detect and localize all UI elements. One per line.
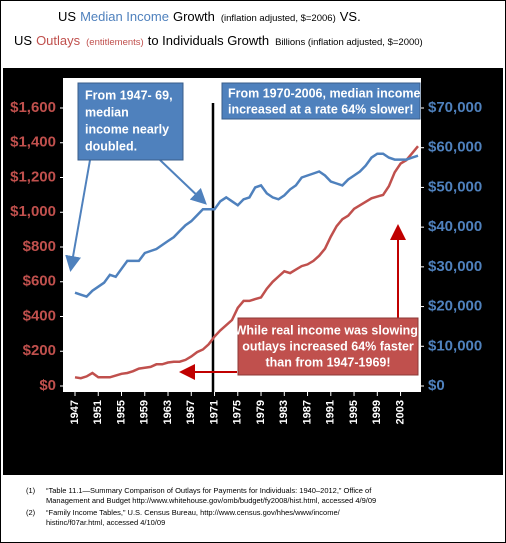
x-tick-label: 2003: [394, 400, 406, 424]
chart-title: US Outlays (entitlements) to Individuals Gr…: [14, 33, 423, 48]
annotation-box: [77, 82, 184, 161]
y2-tick-label: $10,000: [428, 337, 482, 354]
annotation-text: increased at a rate 64% slower!: [228, 102, 414, 116]
x-tick-label: 1999: [371, 400, 383, 424]
y-tick-label: $800: [23, 238, 56, 255]
x-tick-label: 1955: [115, 400, 127, 424]
x-tick-label: 1971: [208, 400, 220, 424]
x-tick-label: 1979: [255, 400, 267, 424]
annotation-text: income nearly: [85, 122, 169, 136]
x-tick-label: 1947: [69, 400, 81, 424]
x-tick-label: 1975: [232, 400, 244, 424]
footnote: Management and Budget http://www.whiteho…: [46, 496, 376, 505]
title-part: VS.: [340, 9, 361, 24]
y2-tick-label: $0: [428, 377, 445, 394]
footnote-marker: (2): [26, 508, 36, 517]
annotation-text: than from 1947-1969!: [265, 355, 390, 369]
title-part: US: [14, 33, 32, 48]
y2-tick-label: $20,000: [428, 298, 482, 315]
title-part: (inflation adjusted, $=2006): [221, 13, 336, 24]
series-line: [74, 152, 419, 299]
series-group: [74, 145, 419, 380]
y-tick-label: $1,200: [10, 168, 56, 185]
footnote-marker: (1): [26, 486, 36, 495]
y2-tick-label: $50,000: [428, 178, 482, 195]
x-tick-label: 1959: [139, 400, 151, 424]
x-tick-label: 1983: [278, 400, 290, 424]
x-tick-label: 1963: [162, 400, 174, 424]
annotation-box: [221, 82, 421, 120]
title-part: US: [58, 9, 76, 24]
y2-tick-label: $60,000: [428, 139, 482, 156]
arrow: [65, 159, 91, 272]
title-part: to Individuals Growth: [148, 33, 269, 48]
y2-tick-label: $40,000: [428, 218, 482, 235]
footnote: “Family Income Tables,” U.S. Census Bure…: [46, 508, 341, 517]
annotation-text: While real income was slowing,: [235, 323, 422, 337]
y2-tick-label: $70,000: [428, 99, 482, 116]
annotation-text: median: [85, 105, 129, 119]
title-part: Growth: [173, 9, 215, 24]
y2-tick-label: $30,000: [428, 258, 482, 275]
annotation-text: From 1970-2006, median income: [228, 86, 420, 100]
y-tick-label: $1,600: [10, 99, 56, 116]
annotation-text: From 1947- 69,: [85, 88, 173, 102]
x-tick-label: 1987: [301, 400, 313, 424]
footnote: histinc/f07ar.html, accessed 4/10/09: [46, 518, 165, 527]
title-part: Billions (inflation adjusted, $=2000): [275, 37, 423, 48]
y-tick-label: $600: [23, 273, 56, 290]
y-tick-label: $400: [23, 307, 56, 324]
annotation-text: doubled.: [85, 139, 137, 153]
footnote: “Table 11.1—Summary Comparison of Outlay…: [46, 486, 372, 495]
x-tick-label: 1995: [348, 400, 360, 424]
title-part: Median Income: [80, 9, 169, 24]
y-tick-label: $1,000: [10, 203, 56, 220]
y-tick-label: $0: [39, 377, 56, 394]
x-tick-label: 1951: [92, 400, 104, 424]
arrow: [159, 159, 207, 205]
y-tick-label: $200: [23, 342, 56, 359]
title-part: (entitlements): [86, 37, 144, 48]
x-tick-label: 1991: [325, 400, 337, 424]
series-line: [74, 145, 419, 380]
chart-title: US Median Income Growth (inflation adjusted…: [58, 9, 361, 24]
annotation-text: outlays increased 64% faster: [242, 339, 414, 353]
annotation-box: [237, 317, 419, 376]
title-part: Outlays: [36, 33, 81, 48]
y-tick-label: $1,400: [10, 134, 56, 151]
x-tick-label: 1967: [185, 400, 197, 424]
